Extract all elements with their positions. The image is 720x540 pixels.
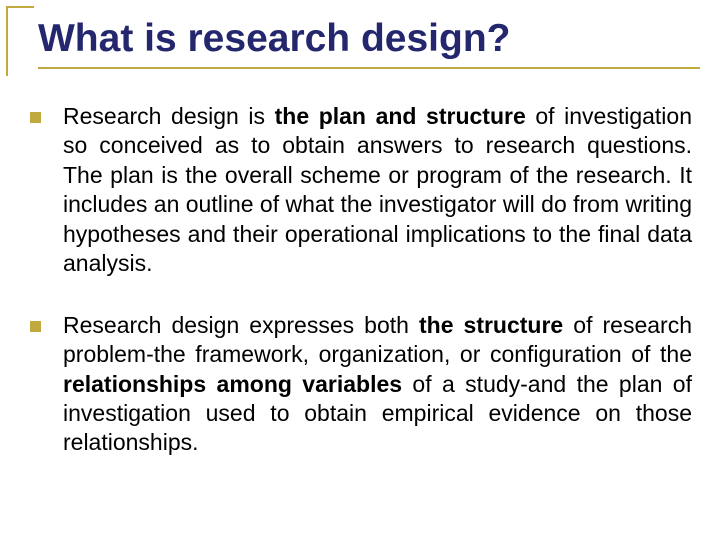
bullet-item: Research design is the plan and structur…	[30, 102, 692, 279]
bullet-item: Research design expresses both the struc…	[30, 311, 692, 458]
slide-body: Research design is the plan and structur…	[30, 102, 692, 490]
slide: What is research design? Research design…	[0, 0, 720, 540]
square-bullet-icon	[30, 321, 41, 332]
corner-accent	[6, 6, 34, 76]
title-underline	[38, 67, 700, 69]
bullet-text: Research design expresses both the struc…	[63, 311, 692, 458]
slide-title: What is research design?	[38, 18, 700, 61]
bullet-text: Research design is the plan and structur…	[63, 102, 692, 279]
square-bullet-icon	[30, 112, 41, 123]
title-block: What is research design?	[38, 18, 700, 69]
